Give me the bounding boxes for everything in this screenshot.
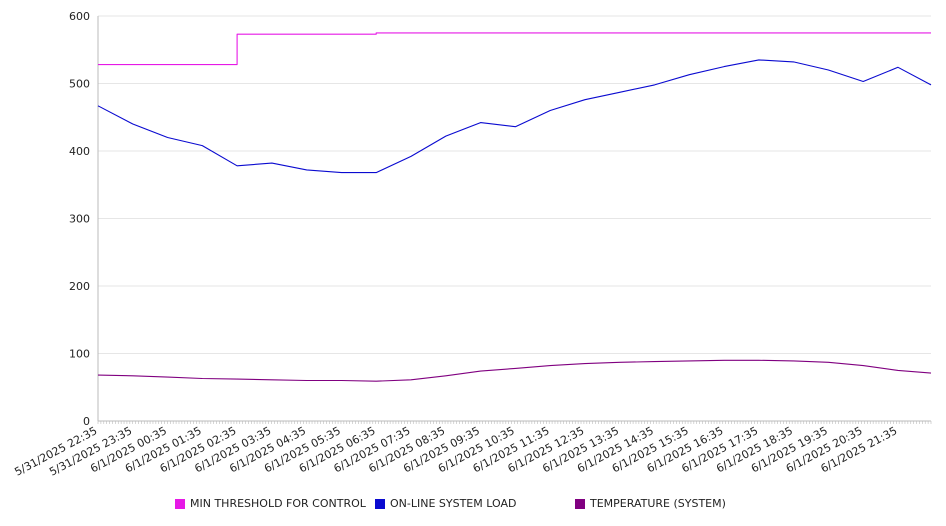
series-line-min-threshold-for-control[interactable] [98,32,931,66]
y-tick-labels: 0 100 200 300 400 500 600 [69,10,90,428]
y-tick-label: 500 [69,78,90,91]
y-tick-label: 300 [69,213,90,226]
legend-swatch-temperature [575,498,585,509]
legend: MIN THRESHOLD FOR CONTROL ON-LINE SYSTEM… [0,497,946,515]
series-lines [97,32,932,382]
y-tick-label: 600 [69,10,90,23]
y-tick-label: 100 [69,348,90,361]
legend-label-min-threshold: MIN THRESHOLD FOR CONTROL [190,497,366,510]
y-tick-label: 200 [69,280,90,293]
axes [97,16,932,424]
legend-swatch-system-load [375,498,385,509]
legend-label-temperature: TEMPERATURE (SYSTEM) [590,497,726,510]
legend-item-system-load[interactable]: ON-LINE SYSTEM LOAD [375,497,516,510]
legend-item-temperature[interactable]: TEMPERATURE (SYSTEM) [575,497,726,510]
gridlines [98,15,931,354]
line-chart: 0 100 200 300 400 500 600 5/31/2025 22:355/31/… [12,10,932,479]
y-tick-label: 0 [83,415,90,428]
x-tick-labels: 5/31/2025 22:355/31/2025 23:356/1/2025 0… [12,424,899,478]
legend-swatch-min-threshold [175,498,185,509]
y-tick-label: 400 [69,145,90,158]
legend-item-min-threshold[interactable]: MIN THRESHOLD FOR CONTROL [175,497,366,510]
legend-label-system-load: ON-LINE SYSTEM LOAD [390,497,517,510]
series-line-temperature-system[interactable] [97,359,932,382]
series-line-on-line-system-load[interactable] [97,59,932,174]
